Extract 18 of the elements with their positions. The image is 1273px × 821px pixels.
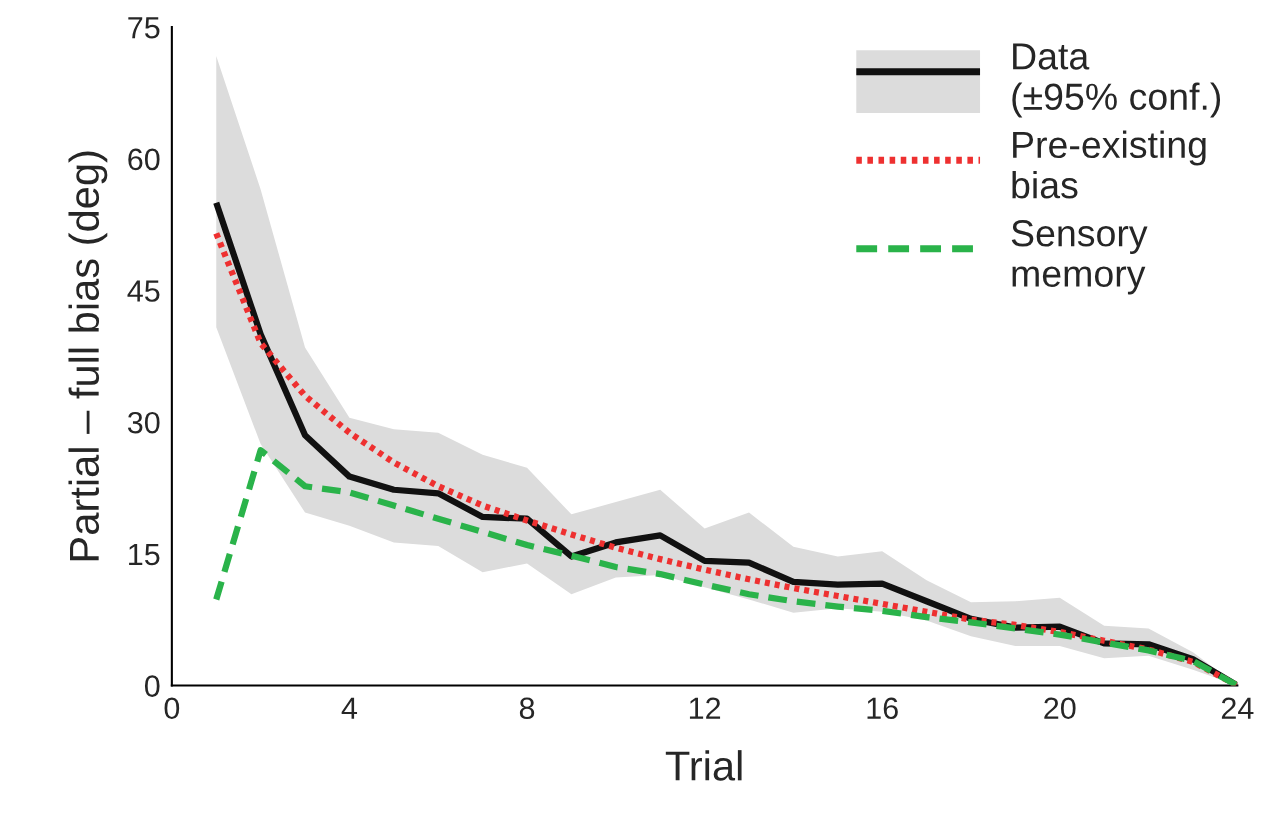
x-tick-label: 4	[341, 697, 358, 719]
legend-label: Data (±95% conf.)	[1012, 43, 1221, 118]
x-tick-label: 24	[1221, 697, 1254, 719]
y-tick-label: 60	[128, 148, 160, 171]
x-axis-title: Trial	[665, 750, 742, 781]
legend-label: Pre-existing bias	[1012, 130, 1206, 199]
y-tick-label: 0	[144, 675, 160, 697]
x-tick-label: 20	[1044, 697, 1076, 720]
x-tick-label: 8	[519, 697, 535, 720]
y-tick-label: 30	[127, 411, 160, 434]
y-tick-label: 15	[129, 543, 160, 566]
x-tick-label: 0	[164, 697, 180, 720]
y-tick-label: 45	[127, 280, 160, 302]
x-tick-label: 12	[689, 697, 721, 719]
y-axis-title: Partial – full bias (deg)	[68, 151, 108, 561]
legend-label: Sensory memory	[1011, 220, 1148, 295]
x-tick-label: 16	[867, 697, 898, 720]
y-tick-label: 75	[128, 17, 160, 39]
